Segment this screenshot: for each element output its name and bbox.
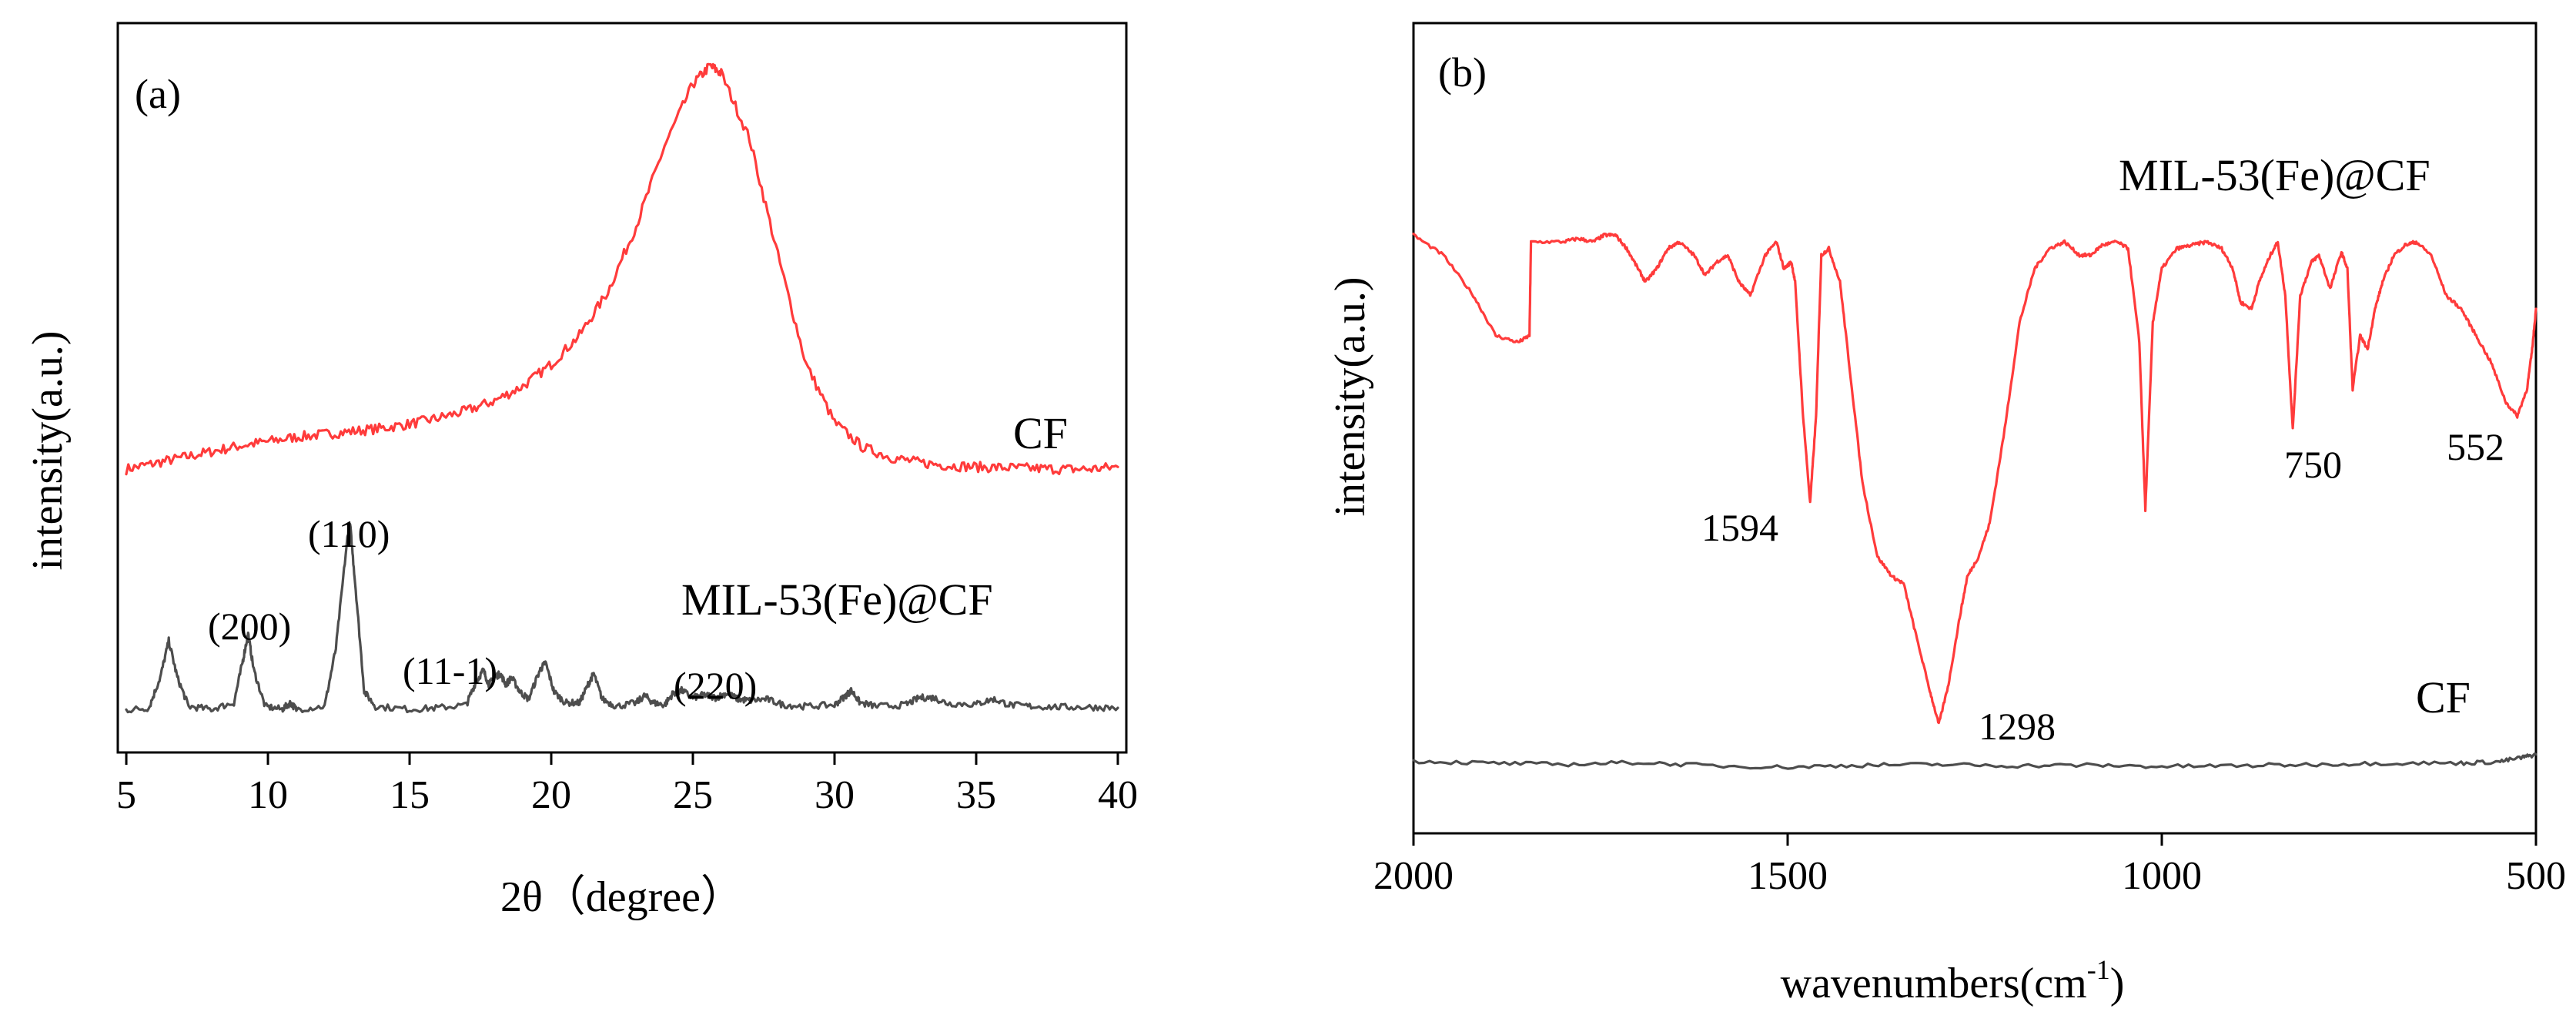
panel-a-peak-label-220: (220) (674, 664, 757, 707)
x-tick-label: 30 (815, 773, 855, 817)
x-tick-label: 20 (531, 773, 571, 817)
panel-a-peak-label-11-1: (11-1) (403, 649, 497, 692)
panel-a-x-ticks: 5 10 15 20 25 30 35 40 (116, 752, 1138, 817)
panel-a-label: (a) (135, 71, 181, 117)
x-tick-label: 40 (1098, 773, 1138, 817)
x-tick-label: 25 (673, 773, 713, 817)
panel-b-peak-label-552: 552 (2447, 425, 2504, 468)
panel-b-x-ticks: 2000 1500 1000 500 (1373, 833, 2566, 898)
x-tick-label: 15 (390, 773, 430, 817)
panel-b-label: (b) (1438, 49, 1487, 96)
panel-a: 5 10 15 20 25 30 35 40 (a) CF MIL-53(Fe)@CF (20… (24, 22, 1138, 921)
x-tick-label: 35 (956, 773, 996, 817)
panel-b-peak-label-1298: 1298 (1979, 705, 2056, 748)
panel-b: 2000 1500 1000 500 (b) MIL-53(Fe)@CF CF 159… (1326, 22, 2566, 1007)
panel-a-x-axis-title: 2θ（degree） (500, 873, 744, 921)
x-tick-label: 500 (2506, 854, 2566, 898)
panel-b-series-label-mil53: MIL-53(Fe)@CF (2119, 150, 2430, 200)
panel-b-x-axis-title: wavenumbers(cm-1) (1781, 954, 2125, 1007)
panel-a-plot-frame (116, 22, 1128, 754)
panel-b-peak-label-1594: 1594 (1701, 506, 1778, 549)
series-line-cf (1412, 752, 2538, 770)
panel-a-peak-label-200: (200) (208, 605, 291, 648)
panel-a-series-label-mil53: MIL-53(Fe)@CF (681, 575, 993, 625)
panel-a-series-label-cf: CF (1013, 408, 1068, 458)
series-line-cf (125, 62, 1119, 476)
x-tick-label: 2000 (1373, 854, 1454, 898)
panel-b-y-axis-title: intensity(a.u.) (1326, 276, 1374, 516)
series-line-mil-53-fe-cf (125, 522, 1119, 714)
panel-a-peak-label-110: (110) (308, 512, 390, 555)
panel-b-peak-label-750: 750 (2284, 443, 2342, 486)
series-line-mil-53-fe-cf (1412, 233, 2538, 725)
panel-b-series (1412, 233, 2538, 770)
x-tick-label: 1000 (2122, 854, 2202, 898)
panel-b-series-label-cf: CF (2416, 672, 2471, 722)
panel-b-plot-frame (1412, 22, 2538, 835)
panel-a-series (125, 62, 1119, 714)
x-tick-label: 1500 (1748, 854, 1828, 898)
panel-a-y-axis-title: intensity(a.u.) (24, 330, 72, 570)
x-tick-label: 10 (248, 773, 288, 817)
x-tick-label: 5 (116, 773, 136, 817)
